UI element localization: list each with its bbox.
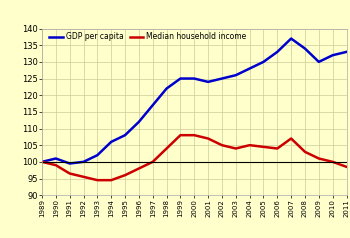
- Median household income: [330, 160, 335, 163]
- Median household income: [303, 150, 307, 153]
- Median household income: [247, 144, 252, 147]
- Median household income: [150, 160, 155, 163]
- Median household income: [344, 165, 349, 168]
- GDP per capita: [68, 162, 72, 165]
- Median household income: [220, 144, 224, 147]
- Median household income: [261, 145, 266, 148]
- Median household income: [164, 147, 169, 150]
- GDP per capita: [247, 67, 252, 70]
- Median household income: [95, 179, 99, 182]
- Median household income: [82, 175, 86, 178]
- Legend: GDP per capita, Median household income: GDP per capita, Median household income: [49, 32, 247, 41]
- Median household income: [123, 174, 127, 177]
- GDP per capita: [344, 50, 349, 53]
- GDP per capita: [178, 77, 182, 80]
- Median household income: [54, 164, 58, 167]
- Median household income: [289, 137, 293, 140]
- GDP per capita: [164, 87, 169, 90]
- Median household income: [178, 134, 182, 137]
- GDP per capita: [303, 47, 307, 50]
- GDP per capita: [275, 50, 279, 53]
- GDP per capita: [109, 140, 113, 143]
- Median household income: [137, 167, 141, 170]
- Median household income: [68, 172, 72, 175]
- GDP per capita: [192, 77, 196, 80]
- Median household income: [317, 157, 321, 160]
- Line: GDP per capita: GDP per capita: [42, 39, 346, 164]
- Median household income: [206, 137, 210, 140]
- Median household income: [192, 134, 196, 137]
- GDP per capita: [123, 134, 127, 137]
- GDP per capita: [54, 157, 58, 160]
- GDP per capita: [137, 120, 141, 123]
- Median household income: [234, 147, 238, 150]
- GDP per capita: [220, 77, 224, 80]
- GDP per capita: [82, 160, 86, 163]
- Median household income: [109, 179, 113, 182]
- Median household income: [40, 160, 44, 163]
- Median household income: [275, 147, 279, 150]
- GDP per capita: [317, 60, 321, 63]
- GDP per capita: [206, 80, 210, 83]
- GDP per capita: [40, 160, 44, 163]
- GDP per capita: [150, 104, 155, 107]
- GDP per capita: [261, 60, 266, 63]
- GDP per capita: [95, 154, 99, 157]
- GDP per capita: [289, 37, 293, 40]
- Line: Median household income: Median household income: [42, 135, 346, 180]
- GDP per capita: [330, 54, 335, 57]
- GDP per capita: [234, 74, 238, 77]
